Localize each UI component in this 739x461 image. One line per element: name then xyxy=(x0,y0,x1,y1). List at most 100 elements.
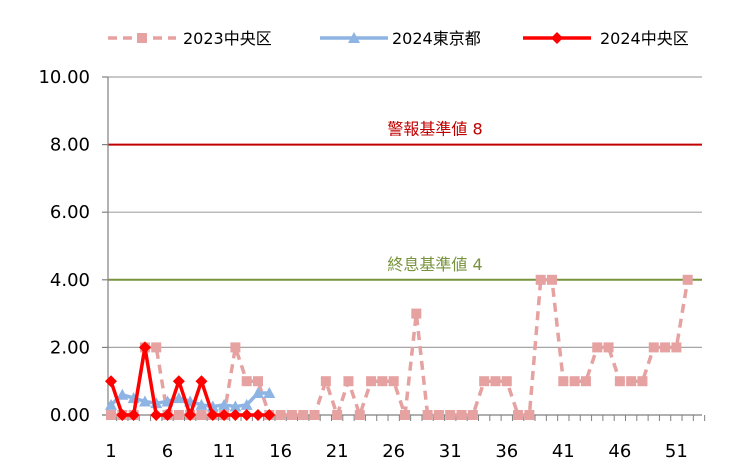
data-point xyxy=(490,376,501,387)
data-point xyxy=(580,376,591,387)
data-point xyxy=(524,410,535,420)
x-tick-label: 51 xyxy=(665,441,688,461)
data-point xyxy=(569,376,580,387)
data-point xyxy=(513,410,524,420)
data-point xyxy=(354,410,365,420)
data-point xyxy=(275,410,286,420)
data-point xyxy=(196,410,207,420)
data-point xyxy=(127,409,140,421)
y-tick-label: 8.00 xyxy=(50,135,90,156)
data-point xyxy=(558,376,569,387)
data-point xyxy=(218,398,231,410)
data-point xyxy=(603,342,614,353)
data-point xyxy=(138,341,151,354)
reference-line-label: 終息基準値 4 xyxy=(387,255,482,274)
reference-line-label: 警報基準値 8 xyxy=(387,120,482,139)
data-point xyxy=(433,410,444,420)
data-point xyxy=(172,375,185,388)
data-point xyxy=(195,398,208,410)
data-point xyxy=(241,376,252,387)
y-tick-label: 0.00 xyxy=(50,405,90,426)
data-point xyxy=(411,308,422,319)
legend-entry: 2024中央区 xyxy=(523,29,689,48)
data-point xyxy=(479,376,490,387)
data-point xyxy=(682,274,693,285)
data-point xyxy=(388,376,399,387)
data-point xyxy=(332,410,343,420)
data-point xyxy=(286,410,297,420)
data-point xyxy=(230,342,241,353)
data-point xyxy=(422,410,433,420)
x-tick-label: 16 xyxy=(269,441,292,461)
y-tick-label: 2.00 xyxy=(50,337,90,358)
series xyxy=(105,341,276,421)
data-point xyxy=(614,376,625,387)
data-point xyxy=(263,409,276,421)
data-point xyxy=(116,388,129,400)
data-point xyxy=(240,409,253,421)
data-point xyxy=(298,410,309,420)
data-point xyxy=(173,410,184,420)
x-tick-label: 1 xyxy=(105,441,116,461)
x-tick-label: 26 xyxy=(382,441,405,461)
y-tick-label: 10.00 xyxy=(38,67,90,88)
data-point xyxy=(400,410,410,420)
data-point xyxy=(660,342,671,353)
legend-entry: 2023中央区 xyxy=(108,29,272,48)
data-point xyxy=(137,33,147,43)
y-tick-label: 4.00 xyxy=(50,270,90,291)
x-tick-label: 36 xyxy=(495,441,518,461)
data-point xyxy=(648,342,659,353)
data-point xyxy=(320,376,331,387)
data-point xyxy=(150,409,163,421)
data-point xyxy=(592,342,603,353)
data-point xyxy=(671,342,682,353)
data-point xyxy=(138,395,151,407)
data-point xyxy=(535,274,546,285)
data-point xyxy=(637,376,648,387)
x-tick-label: 41 xyxy=(552,441,575,461)
data-point xyxy=(626,376,637,387)
data-point xyxy=(348,32,360,43)
data-point xyxy=(105,375,117,388)
data-point xyxy=(343,376,354,387)
data-point xyxy=(161,409,174,421)
legend-label: 2024東京都 xyxy=(392,29,481,48)
data-point xyxy=(547,274,557,285)
data-point xyxy=(172,392,185,404)
x-tick-label: 6 xyxy=(162,441,173,461)
data-point xyxy=(467,410,478,420)
data-point xyxy=(240,398,253,410)
data-point xyxy=(184,409,197,421)
data-point xyxy=(229,400,242,412)
data-point xyxy=(206,409,219,421)
data-point xyxy=(218,409,231,421)
data-point xyxy=(456,410,467,420)
data-point xyxy=(105,398,117,410)
x-tick-label: 46 xyxy=(608,441,631,461)
data-point xyxy=(445,410,456,420)
data-point xyxy=(253,376,263,387)
data-point xyxy=(116,409,129,421)
legend-label: 2023中央区 xyxy=(183,29,272,48)
y-tick-label: 6.00 xyxy=(50,202,90,223)
data-point xyxy=(106,410,116,420)
data-point xyxy=(263,387,276,399)
data-point xyxy=(229,409,242,421)
data-point xyxy=(252,409,264,421)
data-point xyxy=(151,342,162,353)
data-point xyxy=(195,375,208,388)
x-tick-label: 21 xyxy=(326,441,349,461)
x-tick-label: 11 xyxy=(213,441,236,461)
data-point xyxy=(309,410,320,420)
data-point xyxy=(366,376,377,387)
x-tick-label: 31 xyxy=(439,441,462,461)
legend-entry: 2024東京都 xyxy=(320,29,481,48)
data-point xyxy=(252,387,264,399)
data-point xyxy=(501,376,512,387)
data-point xyxy=(551,32,563,44)
legend-label: 2024中央区 xyxy=(600,29,689,48)
data-point xyxy=(377,376,388,387)
